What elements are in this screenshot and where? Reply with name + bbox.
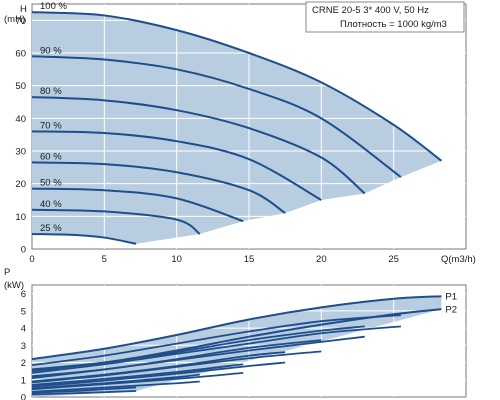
power-tick-label: 3 — [21, 341, 26, 352]
power-series-label: P1 — [445, 292, 457, 303]
power-ticks: 0 1 2 3 4 5 6 — [21, 289, 26, 400]
power-tick-label: 5 — [21, 306, 26, 317]
speed-label: 90 % — [40, 45, 62, 56]
power-tick-label: 6 — [21, 289, 26, 300]
power-tick-label: 0 — [21, 393, 26, 400]
flow-tick-label: 5 — [102, 254, 107, 265]
head-tick-label: 40 — [15, 114, 26, 125]
head-curve-chart: 100 % 90 % 80 % 70 % 60 % 50 % 40 % 25 % 0 10 20 3… — [15, 1, 467, 265]
speed-label: 70 % — [40, 120, 62, 131]
head-curve-25-pct — [31, 232, 137, 245]
head-curves: 100 % 90 % 80 % 70 % 60 % 50 % 40 % 25 % — [31, 1, 443, 245]
flow-tick-label: 15 — [244, 254, 255, 265]
power-axis-unit: (kW) — [4, 280, 24, 291]
power-curve — [31, 386, 137, 394]
head-tick-label: 10 — [15, 212, 26, 223]
head-tick-label: 20 — [15, 179, 26, 190]
power-curve — [31, 363, 244, 386]
power-curve-p1 — [31, 295, 442, 361]
speed-label: 40 % — [40, 199, 62, 210]
power-curve — [31, 350, 322, 384]
head-curve-100-pct — [31, 11, 443, 162]
head-ticks: 0 10 20 30 40 50 60 70 0 5 10 15 20 25 — [15, 16, 399, 265]
power-curve — [31, 335, 365, 379]
flow-tick-label: 0 — [29, 254, 34, 265]
head-curve-90-pct — [31, 55, 402, 178]
head-curve-80-pct — [31, 96, 366, 195]
power-curve — [31, 325, 401, 374]
power-curve — [31, 390, 137, 396]
power-curve — [31, 380, 200, 393]
head-tick-label: 50 — [15, 81, 26, 92]
head-curve-70-pct — [31, 130, 322, 201]
flow-tick-label: 20 — [316, 254, 327, 265]
speed-label: 50 % — [40, 178, 62, 189]
power-axis-label: P — [4, 267, 10, 278]
speed-label: 80 % — [40, 86, 62, 97]
head-tick-label: 30 — [15, 147, 26, 158]
pump-model-label: CRNE 20-5 3* 400 V, 50 Hz — [312, 5, 429, 16]
head-tick-label: 0 — [21, 245, 26, 256]
density-label: Плотность = 1000 kg/m3 — [340, 19, 447, 30]
info-box: CRNE 20-5 3* 400 V, 50 Hz Плотность = 10… — [305, 1, 465, 33]
head-curve-60-pct — [31, 161, 286, 214]
head-tick-label: 70 — [15, 16, 26, 27]
power-curve — [31, 325, 365, 373]
head-curve-40-pct — [31, 208, 201, 235]
power-tick-label: 1 — [21, 375, 26, 386]
head-axis-unit: (mH) — [4, 14, 25, 25]
head-axis-label: H — [20, 4, 27, 15]
power-tick-label: 4 — [21, 324, 26, 335]
flow-tick-label: 25 — [388, 254, 399, 265]
speed-label: 100 % — [40, 1, 67, 12]
flow-tick-label: 10 — [171, 254, 182, 265]
power-curve — [31, 371, 244, 391]
power-tick-label: 2 — [21, 358, 26, 369]
head-tick-label: 60 — [15, 49, 26, 60]
speed-label: 60 % — [40, 151, 62, 162]
flow-axis-label: Q(m3/h) — [441, 254, 476, 265]
head-operating-area — [32, 12, 442, 249]
head-curve-50-pct — [31, 187, 244, 223]
power-curve — [31, 361, 286, 388]
power-series-label: P2 — [445, 305, 457, 316]
power-curve — [31, 314, 401, 367]
speed-label: 25 % — [40, 223, 62, 234]
